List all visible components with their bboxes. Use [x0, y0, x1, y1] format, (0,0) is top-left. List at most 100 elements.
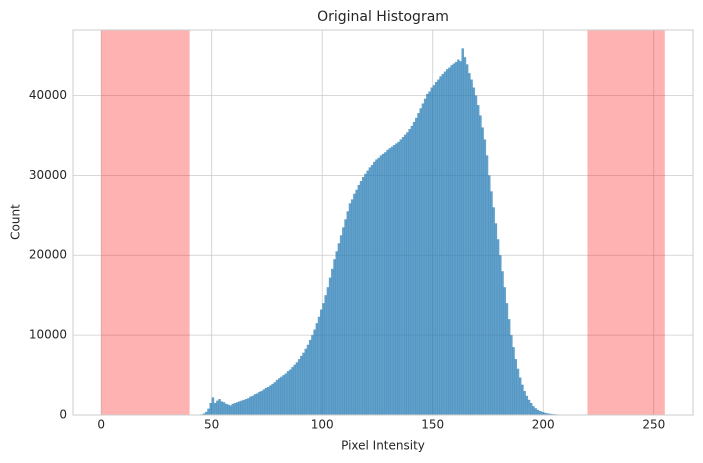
histogram-bar	[512, 347, 515, 415]
histogram-bar	[468, 73, 471, 415]
histogram-bar	[233, 403, 237, 415]
histogram-bar	[260, 391, 263, 415]
histogram-bar	[362, 176, 365, 415]
histogram-bar	[322, 303, 325, 415]
histogram-bar	[306, 344, 310, 415]
histogram-bar	[286, 371, 290, 415]
histogram-bar	[202, 413, 206, 415]
histogram-bar	[224, 403, 228, 415]
histogram-bar	[527, 399, 531, 415]
histogram-bar	[496, 239, 500, 415]
histogram-bar	[463, 57, 467, 415]
histogram-bar	[474, 95, 478, 415]
histogram-bar	[403, 134, 407, 415]
histogram-bar	[350, 199, 354, 415]
histogram-bar	[289, 369, 292, 415]
histogram-bar	[412, 121, 416, 416]
histogram-bar	[284, 373, 288, 415]
histogram-bar	[220, 401, 224, 415]
histogram-bar	[476, 105, 480, 416]
histogram-bar	[525, 395, 529, 415]
histogram-bar	[481, 127, 484, 416]
histogram-bar	[410, 125, 414, 416]
plot-frame	[72, 29, 694, 416]
histogram-bar	[543, 412, 546, 415]
histogram-bar	[266, 387, 270, 415]
histogram-bar	[344, 219, 347, 415]
histogram-bar	[375, 159, 378, 415]
histogram-bar	[216, 400, 219, 415]
histogram-bar	[238, 401, 241, 415]
histogram-bar	[355, 189, 358, 415]
histogram-bar	[510, 335, 513, 415]
histogram-bar	[472, 87, 476, 415]
histogram-bar	[353, 193, 356, 415]
histogram-bar	[331, 268, 334, 415]
histogram-bar	[333, 259, 336, 415]
y-tick-label: 10000	[29, 328, 67, 342]
histogram-bar	[317, 316, 321, 415]
x-tick-label: 50	[204, 418, 219, 432]
histogram-bar	[465, 64, 469, 416]
y-axis-label: Count	[9, 204, 23, 240]
histogram-bar	[255, 393, 259, 415]
histogram-bar	[437, 79, 440, 415]
histogram-bar	[454, 61, 458, 416]
histogram-bar	[207, 408, 210, 415]
histogram-bar	[494, 223, 498, 415]
histogram-bar	[503, 287, 506, 415]
histogram-bar	[392, 145, 396, 415]
histogram-bar	[421, 103, 425, 415]
histogram-bar	[258, 391, 261, 415]
histogram-bar	[432, 85, 436, 415]
histogram-bar	[373, 161, 376, 415]
histogram-bar	[395, 143, 398, 416]
histogram-bar	[262, 389, 266, 415]
histogram-bar	[419, 108, 422, 415]
histogram-bar	[280, 376, 283, 415]
histogram-bar	[499, 255, 502, 415]
histogram-bar	[364, 173, 367, 415]
histogram-bar	[538, 411, 542, 415]
histogram-bar	[264, 387, 268, 415]
histogram-bar	[236, 402, 239, 415]
histogram-bar	[328, 277, 332, 415]
histogram-bar	[448, 67, 451, 415]
histogram-bar	[357, 184, 361, 415]
histogram-bar	[381, 153, 385, 415]
histogram-bar	[253, 394, 257, 415]
histogram-bar	[401, 137, 405, 415]
histogram-bar	[368, 167, 372, 415]
histogram-bar	[426, 93, 429, 415]
histogram-bar	[501, 271, 504, 415]
histogram-bar	[205, 411, 208, 415]
histogram-bar	[300, 355, 303, 415]
histogram-bar	[390, 146, 394, 415]
x-tick-label: 150	[421, 418, 444, 432]
histogram-bar	[549, 413, 553, 415]
histogram-bar	[461, 48, 464, 415]
histogram-bar	[541, 411, 544, 415]
histogram-bar	[293, 364, 296, 415]
y-tick-label: 0	[59, 408, 67, 422]
histogram-bar	[282, 375, 285, 415]
histogram-bar	[441, 73, 445, 416]
histogram-bar	[326, 287, 330, 415]
histogram-bar	[335, 251, 338, 415]
histogram-bar	[379, 155, 383, 415]
histogram-bar	[452, 63, 456, 415]
histogram-bar	[545, 413, 548, 415]
histogram-bar	[244, 399, 248, 415]
histogram-bar	[532, 406, 535, 415]
histogram-bar	[450, 65, 453, 415]
histogram-bar	[485, 155, 489, 415]
histogram-bar	[408, 129, 411, 415]
histogram-bar	[209, 403, 212, 415]
histogram-bar	[518, 377, 522, 415]
histogram-bar	[337, 243, 341, 415]
histogram-bar	[459, 61, 462, 415]
histogram-bar	[271, 383, 274, 415]
histogram-bar	[487, 175, 491, 415]
histogram-bar	[231, 403, 235, 415]
